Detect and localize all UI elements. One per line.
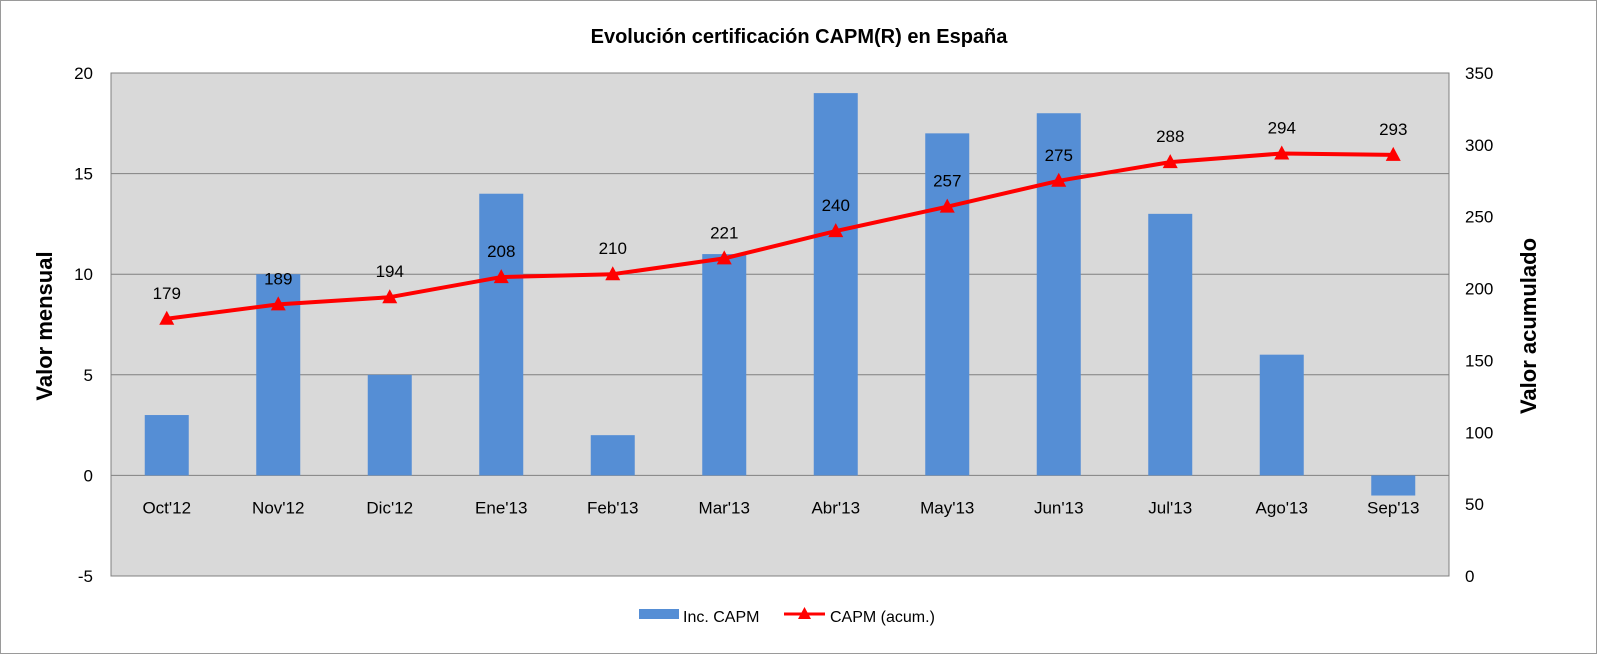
category-label: Nov'12 [252,498,304,517]
bar [367,374,412,476]
triangle-marker [1385,146,1401,161]
bar [1259,354,1304,476]
left-tick-label: 10 [74,265,93,284]
bar [144,415,189,476]
triangle-marker [270,296,286,311]
data-label: 257 [933,172,961,191]
right-tick-label: 250 [1465,208,1493,227]
bar [702,254,747,476]
bar [1148,213,1193,476]
legend: Inc. CAPM CAPM (acum.) [639,607,935,626]
right-tick-label: 350 [1465,64,1493,83]
left-axis-title: Valor mensual [32,251,57,400]
category-label: Ene'13 [475,498,527,517]
bar [590,435,635,476]
category-labels: Oct'12 Nov'12 Dic'12 Ene'13 Feb'13 Mar'13 Abr'… [142,498,1419,517]
data-label: 293 [1379,120,1407,139]
category-label: Dic'12 [366,498,413,517]
left-tick-label: 20 [74,64,93,83]
triangle-marker [1274,145,1290,160]
left-tick-label: -5 [78,567,93,586]
right-tick-label: 200 [1465,280,1493,299]
data-label: 275 [1045,146,1073,165]
category-label: May'13 [920,498,974,517]
right-tick-label: 100 [1465,423,1493,442]
triangle-marker [1162,154,1178,169]
data-label: 210 [599,239,627,258]
category-label: Mar'13 [699,498,750,517]
chart-title: Evolución certificación CAPM(R) en Españ… [591,26,1009,48]
left-axis-ticks: -5 0 5 10 15 20 [74,64,93,586]
triangle-marker [382,289,398,304]
data-label: 194 [376,262,404,281]
data-label: 294 [1268,118,1296,137]
triangle-marker [828,223,844,238]
category-label: Jul'13 [1148,498,1192,517]
triangle-marker [716,250,732,265]
right-tick-label: 150 [1465,351,1493,370]
category-label: Ago'13 [1256,498,1308,517]
bar [479,193,524,476]
triangle-marker [605,266,621,281]
right-axis-title: Valor acumulado [1516,238,1541,414]
bar [1036,113,1081,476]
legend-label-line: CAPM (acum.) [830,609,935,626]
data-label: 179 [153,284,181,303]
left-tick-label: 5 [84,366,93,385]
triangle-marker [939,198,955,213]
series-line [166,151,1394,321]
bar [925,133,970,476]
plot-area [110,72,1450,577]
triangle-marker [1051,172,1067,187]
right-tick-label: 300 [1465,136,1493,155]
category-label: Sep'13 [1367,498,1419,517]
data-label: 240 [822,196,850,215]
grid-lines [111,173,1449,476]
right-tick-label: 50 [1465,495,1484,514]
data-label: 288 [1156,127,1184,146]
legend-bar-swatch [639,609,679,619]
data-label: 189 [264,269,292,288]
triangle-marker [159,310,175,325]
category-label: Abr'13 [811,498,860,517]
data-label: 208 [487,242,515,261]
bar [1371,475,1416,496]
right-axis-ticks: 0 50 100 150 200 250 300 350 [1465,64,1493,586]
category-label: Jun'13 [1034,498,1084,517]
data-labels: 179 189 194 208 210 221 240 257 275 288 294 293 [153,118,1408,302]
left-tick-label: 0 [84,466,93,485]
legend-label-bars: Inc. CAPM [683,609,759,626]
category-label: Oct'12 [142,498,191,517]
bar-series [144,93,1416,496]
bar [813,93,858,476]
right-tick-label: 0 [1465,567,1474,586]
line-series [159,145,1401,325]
legend-triangle-icon [798,607,811,619]
data-label: 221 [710,223,738,242]
category-label: Feb'13 [587,498,638,517]
triangle-marker [493,269,509,284]
left-tick-label: 15 [74,165,93,184]
